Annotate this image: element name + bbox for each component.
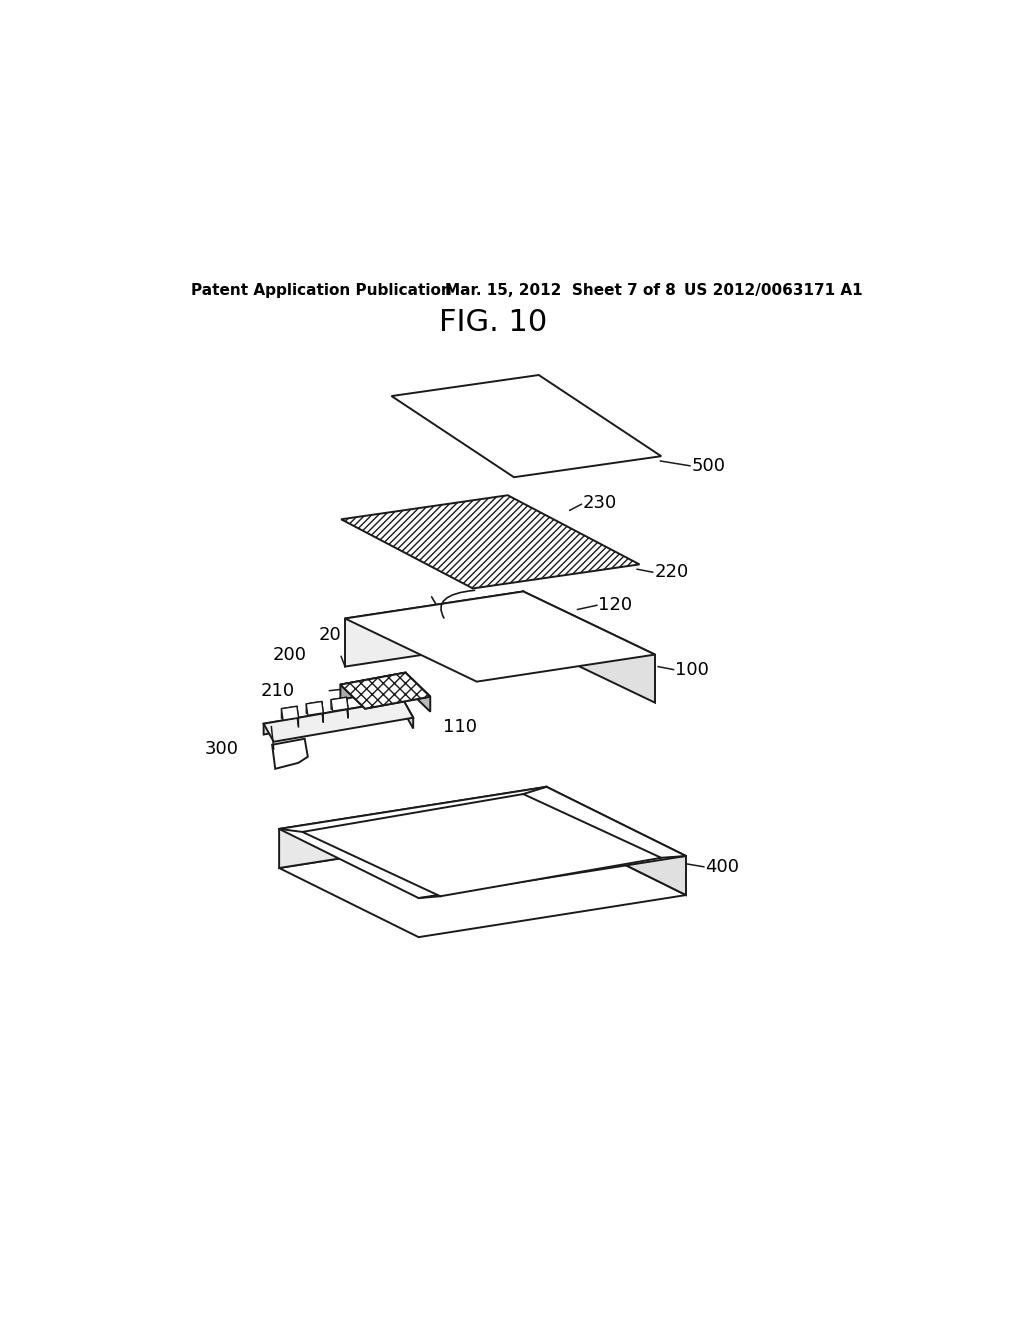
Text: 400: 400: [706, 858, 739, 875]
Polygon shape: [340, 673, 430, 709]
Text: 220: 220: [654, 564, 688, 581]
Text: 200: 200: [272, 645, 306, 664]
Polygon shape: [341, 495, 640, 589]
Polygon shape: [340, 673, 406, 700]
Text: 110: 110: [442, 718, 476, 735]
Polygon shape: [322, 701, 324, 722]
Polygon shape: [280, 787, 686, 898]
Text: FIG. 10: FIG. 10: [439, 309, 547, 338]
Polygon shape: [302, 795, 662, 896]
Polygon shape: [523, 591, 655, 702]
Text: Mar. 15, 2012  Sheet 7 of 8: Mar. 15, 2012 Sheet 7 of 8: [445, 282, 676, 298]
Polygon shape: [403, 700, 414, 729]
Polygon shape: [406, 673, 430, 711]
Polygon shape: [547, 787, 686, 895]
Polygon shape: [263, 700, 414, 742]
Text: 500: 500: [691, 457, 725, 475]
Text: US 2012/0063171 A1: US 2012/0063171 A1: [684, 282, 862, 298]
Polygon shape: [331, 697, 348, 711]
Polygon shape: [282, 706, 297, 718]
Text: 120: 120: [598, 595, 633, 614]
Text: Patent Application Publication: Patent Application Publication: [191, 282, 453, 298]
Text: 100: 100: [675, 660, 709, 678]
Text: 20: 20: [318, 626, 341, 644]
Text: 230: 230: [583, 494, 617, 512]
Polygon shape: [280, 787, 547, 869]
Polygon shape: [306, 701, 322, 714]
Text: 210: 210: [260, 681, 295, 700]
Polygon shape: [282, 706, 299, 721]
Polygon shape: [280, 826, 686, 937]
Polygon shape: [331, 697, 346, 709]
Polygon shape: [263, 700, 403, 734]
Polygon shape: [391, 375, 662, 478]
Polygon shape: [345, 591, 523, 667]
Polygon shape: [306, 701, 324, 715]
Polygon shape: [346, 697, 348, 718]
Polygon shape: [345, 591, 655, 681]
Polygon shape: [297, 706, 299, 727]
Text: 300: 300: [205, 741, 239, 758]
Polygon shape: [272, 739, 308, 768]
Polygon shape: [340, 673, 430, 709]
